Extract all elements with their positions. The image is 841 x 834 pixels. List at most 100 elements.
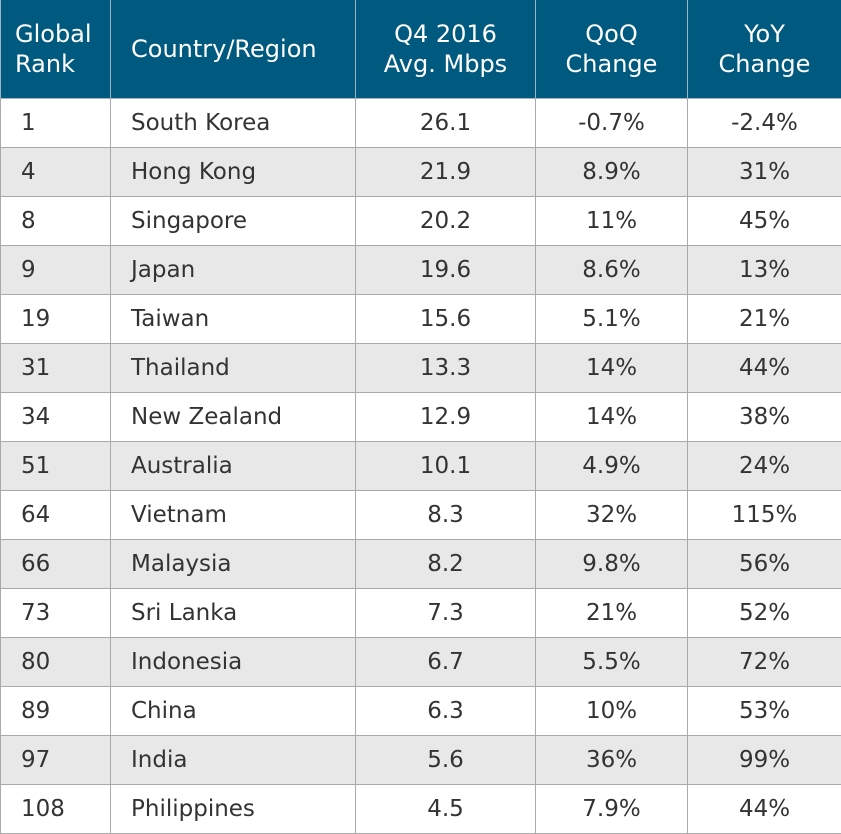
rank-cell: 19	[1, 294, 111, 343]
qoq-cell: 32%	[536, 490, 688, 539]
rank-cell: 64	[1, 490, 111, 539]
header-line: Global	[15, 19, 100, 49]
yoy-cell: -2.4%	[688, 98, 841, 147]
yoy-cell: 53%	[688, 686, 841, 735]
rank-cell: 4	[1, 147, 111, 196]
country-cell: Hong Kong	[111, 147, 356, 196]
header-line: Change	[698, 49, 831, 79]
rank-cell: 97	[1, 735, 111, 784]
country-cell: Japan	[111, 245, 356, 294]
yoy-cell: 38%	[688, 392, 841, 441]
avg-mbps-cell: 12.9	[356, 392, 536, 441]
country-cell: China	[111, 686, 356, 735]
qoq-cell: 7.9%	[536, 784, 688, 833]
qoq-cell: 4.9%	[536, 441, 688, 490]
yoy-cell: 13%	[688, 245, 841, 294]
yoy-cell: 44%	[688, 343, 841, 392]
qoq-cell: 11%	[536, 196, 688, 245]
rank-cell: 73	[1, 588, 111, 637]
avg-mbps-cell: 13.3	[356, 343, 536, 392]
qoq-cell: -0.7%	[536, 98, 688, 147]
header-line: Avg. Mbps	[366, 49, 525, 79]
qoq-cell: 5.1%	[536, 294, 688, 343]
rank-cell: 8	[1, 196, 111, 245]
avg-mbps-cell: 6.7	[356, 637, 536, 686]
country-cell: New Zealand	[111, 392, 356, 441]
yoy-cell: 99%	[688, 735, 841, 784]
yoy-cell: 115%	[688, 490, 841, 539]
country-cell: Vietnam	[111, 490, 356, 539]
qoq-cell: 10%	[536, 686, 688, 735]
country-cell: Malaysia	[111, 539, 356, 588]
rank-cell: 34	[1, 392, 111, 441]
country-cell: India	[111, 735, 356, 784]
yoy-cell: 31%	[688, 147, 841, 196]
avg-mbps-cell: 15.6	[356, 294, 536, 343]
header-line: QoQ	[546, 19, 677, 49]
header-line: Country/Region	[131, 34, 345, 64]
yoy-cell: 44%	[688, 784, 841, 833]
rank-cell: 51	[1, 441, 111, 490]
header-line: Change	[546, 49, 677, 79]
avg-mbps-cell: 6.3	[356, 686, 536, 735]
avg-mbps-cell: 5.6	[356, 735, 536, 784]
qoq-cell: 21%	[536, 588, 688, 637]
avg-mbps-cell: 8.2	[356, 539, 536, 588]
yoy-cell: 56%	[688, 539, 841, 588]
qoq-cell: 14%	[536, 343, 688, 392]
yoy-cell: 21%	[688, 294, 841, 343]
rank-cell: 80	[1, 637, 111, 686]
qoq-cell: 36%	[536, 735, 688, 784]
yoy-cell: 45%	[688, 196, 841, 245]
header-line: Rank	[15, 49, 100, 79]
avg-mbps-cell: 21.9	[356, 147, 536, 196]
avg-mbps-cell: 20.2	[356, 196, 536, 245]
rank-cell: 108	[1, 784, 111, 833]
header-line: YoY	[698, 19, 831, 49]
country-cell: Thailand	[111, 343, 356, 392]
avg-mbps-cell: 8.3	[356, 490, 536, 539]
qoq-cell: 8.6%	[536, 245, 688, 294]
header-line: Q4 2016	[366, 19, 525, 49]
avg-mbps-cell: 10.1	[356, 441, 536, 490]
header-country: Country/Region	[111, 0, 356, 98]
avg-mbps-cell: 26.1	[356, 98, 536, 147]
country-cell: Taiwan	[111, 294, 356, 343]
qoq-cell: 9.8%	[536, 539, 688, 588]
qoq-cell: 14%	[536, 392, 688, 441]
rank-cell: 9	[1, 245, 111, 294]
qoq-cell: 5.5%	[536, 637, 688, 686]
country-cell: Singapore	[111, 196, 356, 245]
country-cell: South Korea	[111, 98, 356, 147]
country-cell: Philippines	[111, 784, 356, 833]
yoy-cell: 52%	[688, 588, 841, 637]
country-cell: Indonesia	[111, 637, 356, 686]
qoq-cell: 8.9%	[536, 147, 688, 196]
rank-cell: 66	[1, 539, 111, 588]
yoy-cell: 24%	[688, 441, 841, 490]
rank-cell: 1	[1, 98, 111, 147]
avg-mbps-cell: 7.3	[356, 588, 536, 637]
avg-mbps-cell: 19.6	[356, 245, 536, 294]
country-cell: Australia	[111, 441, 356, 490]
rank-cell: 31	[1, 343, 111, 392]
